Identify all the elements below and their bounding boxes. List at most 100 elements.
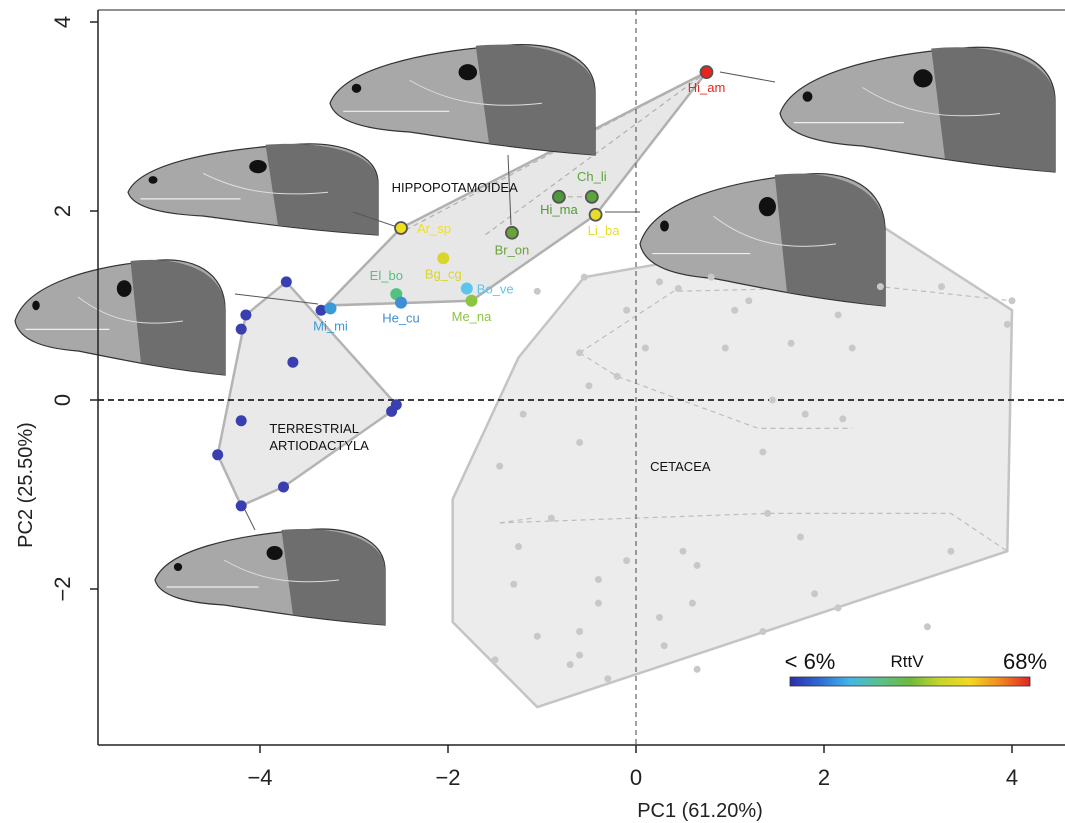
cetacea-point <box>674 284 682 292</box>
cetacea-point <box>797 533 804 541</box>
cetacea-point <box>515 542 522 550</box>
cetacea-inner-hull-line <box>499 517 533 524</box>
cetacea-point <box>491 656 499 664</box>
cetacea-point <box>693 561 701 569</box>
cetacea-point <box>641 344 649 352</box>
terrestrial-point <box>235 415 247 427</box>
y-tick-label: −2 <box>50 576 75 601</box>
labeled-point-ar-sp <box>394 221 408 235</box>
point-label-bo-ve: Bo_ve <box>477 281 514 296</box>
terrestrial-point <box>212 449 224 461</box>
cetacea-point <box>533 632 541 640</box>
x-tick-label: −2 <box>435 765 460 790</box>
cetacea-point <box>613 372 621 380</box>
skull-bottom-left <box>154 528 386 626</box>
skull-connector-line <box>352 211 401 229</box>
hippopotamoidea-hull <box>322 70 708 307</box>
skull-illustrations <box>14 44 1056 626</box>
cetacea-point <box>848 344 856 352</box>
labeled-point-ch-li <box>584 189 599 204</box>
cetacea-point <box>876 283 884 291</box>
point-label-hi-am: Hi_am <box>688 80 726 95</box>
cetacea-point <box>834 604 842 612</box>
y-tick-label: 0 <box>50 394 75 406</box>
skull-left-upper <box>127 143 379 236</box>
x-ticks: −4 −2 0 2 4 <box>247 745 1018 790</box>
point-label-ar-sp: Ar_sp <box>417 221 451 236</box>
cetacea-point <box>604 675 612 683</box>
cetacea-point <box>576 628 584 636</box>
cetacea-point <box>580 273 588 281</box>
legend-min-label: < 6% <box>785 649 836 674</box>
skull-top-center <box>329 44 596 156</box>
cetacea-point <box>759 628 767 636</box>
cetacea-point <box>1003 320 1011 328</box>
group-label-cetacea: CETACEA <box>650 459 711 474</box>
cetacea-point <box>660 642 668 650</box>
cetacea-point <box>693 665 701 673</box>
labeled-point-mi-mi <box>324 302 337 315</box>
cetacea-point <box>656 613 663 621</box>
labeled-point-bo-ve <box>460 282 473 295</box>
reference-lines <box>98 10 1065 745</box>
cetacea-point <box>688 599 696 607</box>
cetacea-point <box>834 311 842 319</box>
cetacea-inner-hull-line <box>579 285 1013 354</box>
terrestrial-point <box>287 356 299 368</box>
terrestrial-point <box>280 276 292 288</box>
cetacea-point <box>547 514 555 522</box>
point-label-br-on: Br_on <box>495 243 530 258</box>
labeled-point-br-on <box>505 225 519 240</box>
cetacea-point <box>938 283 945 291</box>
legend-max-label: 68% <box>1003 649 1047 674</box>
group-labels: HIPPOPOTAMOIDEA TERRESTRIAL ARTIODACTYLA CE… <box>269 180 710 474</box>
skull-connector-line <box>507 154 512 226</box>
cetacea-point <box>811 590 819 598</box>
cetacea-point <box>1008 297 1016 305</box>
group-label-hippopotamoidea: HIPPOPOTAMOIDEA <box>392 180 518 195</box>
cetacea-point <box>576 349 584 357</box>
point-label-mi-mi: Mi_mi <box>313 318 348 333</box>
rttv-color-legend: < 6% RttV 68% <box>785 649 1047 687</box>
cetacea-point <box>764 509 772 517</box>
cetacea-point <box>768 396 776 404</box>
x-tick-label: 2 <box>818 765 830 790</box>
labeled-point-hi-am <box>699 65 714 79</box>
point-label-el-bo: El_bo <box>370 268 403 283</box>
labeled-point-he-cu <box>395 296 407 309</box>
terrestrial-point <box>240 309 252 321</box>
labeled-point-hi-ma <box>552 189 566 204</box>
group-label-terrestrial-artiodactyla: TERRESTRIAL ARTIODACTYLA <box>269 421 369 453</box>
cetacea-point <box>576 439 584 447</box>
cetacea-point <box>623 557 631 565</box>
cetacea-point <box>745 297 753 305</box>
cetacea-point <box>623 306 631 314</box>
group-hulls <box>216 70 1014 709</box>
legend-title: RttV <box>890 652 924 671</box>
terrestrial-point <box>235 500 247 512</box>
point-label-hi-ma: Hi_ma <box>540 202 578 217</box>
skull-left-middle <box>14 259 226 376</box>
cetacea-point <box>839 415 847 423</box>
skull-connector-line <box>234 293 319 305</box>
cetacea-point <box>721 344 729 352</box>
cetacea-point <box>510 580 518 588</box>
cetacea-point <box>731 306 739 314</box>
y-ticks: −2 0 2 4 <box>50 16 98 602</box>
point-label-li-ba: Li_ba <box>588 223 621 238</box>
cetacea-point <box>759 448 767 456</box>
x-axis-title: PC1 (61.20%) <box>637 800 763 822</box>
y-axis-title: PC2 (25.50%) <box>15 422 37 548</box>
cetacea-inner-hull-line <box>579 352 853 429</box>
cetacea-point <box>801 410 809 418</box>
terrestrial-point <box>235 323 247 335</box>
cetacea-point <box>947 547 955 555</box>
cetacea-point <box>576 651 584 659</box>
terrestrial-point <box>386 405 398 417</box>
cetacea-point <box>533 287 541 295</box>
point-label-bg-cg: Bg_cg <box>425 266 462 281</box>
point-label-me-na: Me_na <box>452 309 493 324</box>
legend-colorbar <box>789 676 1031 687</box>
cetacea-point <box>585 382 593 390</box>
